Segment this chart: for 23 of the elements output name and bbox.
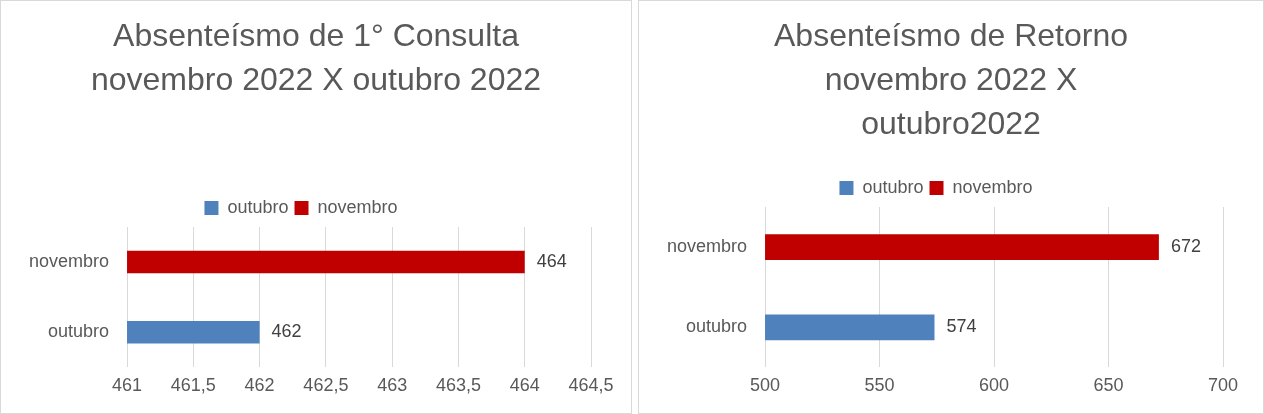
- legend-label: outubro: [862, 176, 924, 197]
- data-label: 462: [271, 321, 302, 342]
- legend-label: outubro: [227, 196, 289, 217]
- x-tick-label: 462: [244, 375, 275, 396]
- legend-label: novembro: [317, 196, 398, 217]
- legend-label: novembro: [952, 176, 1033, 197]
- data-label: 672: [1170, 236, 1201, 257]
- data-label: 574: [946, 316, 977, 337]
- x-tick-label: 463,5: [435, 375, 481, 396]
- x-tick-label: 461: [112, 375, 143, 396]
- x-tick-label: 700: [1207, 375, 1239, 396]
- data-label: 464: [536, 251, 567, 272]
- x-tick-label: 464: [509, 375, 540, 396]
- chart-title: Absenteísmo de Retorno novembro 2022 X outubro2022: [773, 16, 1129, 143]
- x-tick-label: 600: [979, 375, 1010, 396]
- x-tick-label: 464,5: [568, 375, 614, 396]
- x-tick-label: 461,5: [170, 375, 216, 396]
- x-tick-label: 550: [864, 375, 895, 396]
- x-tick-label: 462,5: [303, 375, 349, 396]
- chart-title: Absenteísmo de 1° Consulta novembro 2022 X outubro 2022: [89, 16, 543, 99]
- x-tick-label: 500: [750, 375, 781, 396]
- x-tick-label: 650: [1093, 375, 1124, 396]
- x-tick-label: 463: [377, 375, 408, 396]
